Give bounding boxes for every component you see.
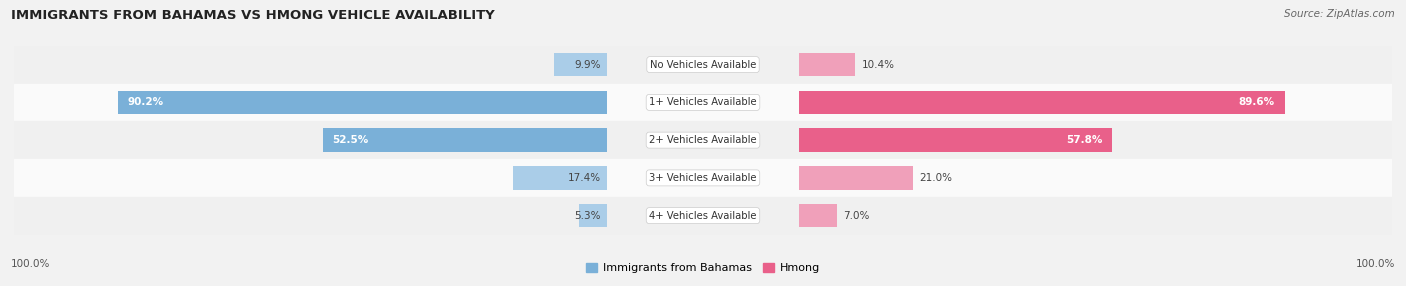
- Text: 89.6%: 89.6%: [1239, 98, 1275, 107]
- Text: 9.9%: 9.9%: [575, 60, 600, 69]
- Bar: [799, 166, 912, 190]
- Legend: Immigrants from Bahamas, Hmong: Immigrants from Bahamas, Hmong: [582, 259, 824, 278]
- Text: 100.0%: 100.0%: [11, 259, 51, 269]
- Text: No Vehicles Available: No Vehicles Available: [650, 60, 756, 69]
- Bar: [14, 159, 1392, 197]
- Bar: [513, 166, 607, 190]
- Bar: [554, 53, 607, 76]
- Text: 3+ Vehicles Available: 3+ Vehicles Available: [650, 173, 756, 183]
- Bar: [14, 121, 1392, 159]
- Bar: [799, 204, 837, 227]
- Bar: [14, 46, 1392, 84]
- Text: 2+ Vehicles Available: 2+ Vehicles Available: [650, 135, 756, 145]
- Bar: [14, 197, 1392, 235]
- Text: 1+ Vehicles Available: 1+ Vehicles Available: [650, 98, 756, 107]
- Bar: [799, 128, 1112, 152]
- Text: 57.8%: 57.8%: [1066, 135, 1102, 145]
- Bar: [799, 53, 855, 76]
- Text: 17.4%: 17.4%: [568, 173, 600, 183]
- Text: IMMIGRANTS FROM BAHAMAS VS HMONG VEHICLE AVAILABILITY: IMMIGRANTS FROM BAHAMAS VS HMONG VEHICLE…: [11, 9, 495, 21]
- Text: 90.2%: 90.2%: [128, 98, 165, 107]
- Bar: [14, 84, 1392, 121]
- Text: 7.0%: 7.0%: [844, 211, 869, 221]
- Text: 4+ Vehicles Available: 4+ Vehicles Available: [650, 211, 756, 221]
- Bar: [799, 91, 1285, 114]
- Text: Source: ZipAtlas.com: Source: ZipAtlas.com: [1284, 9, 1395, 19]
- Bar: [118, 91, 607, 114]
- Text: 100.0%: 100.0%: [1355, 259, 1395, 269]
- Text: 5.3%: 5.3%: [575, 211, 600, 221]
- Bar: [322, 128, 607, 152]
- Text: 52.5%: 52.5%: [332, 135, 368, 145]
- Text: 10.4%: 10.4%: [862, 60, 894, 69]
- Text: 21.0%: 21.0%: [920, 173, 952, 183]
- Bar: [579, 204, 607, 227]
